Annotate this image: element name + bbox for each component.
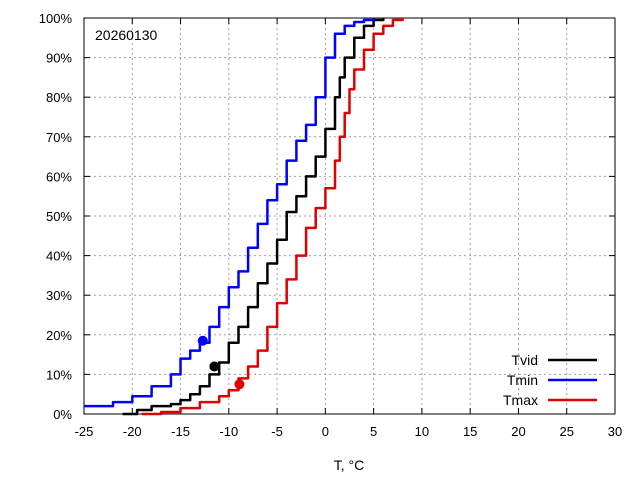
- y-tick-label: 40%: [46, 249, 72, 264]
- x-tick-label: 0: [322, 424, 329, 439]
- series-lines: [84, 18, 404, 416]
- x-tick-label: -15: [171, 424, 190, 439]
- series-line-tmin: [84, 18, 375, 408]
- x-tick-label: 5: [370, 424, 377, 439]
- series-line-tvid: [122, 18, 385, 416]
- x-tick-label: 20: [511, 424, 525, 439]
- series-marker-tvid: [209, 361, 220, 372]
- y-tick-label: 0%: [53, 407, 72, 422]
- y-tick-label: 80%: [46, 90, 72, 105]
- y-tick-label: 30%: [46, 288, 72, 303]
- x-axis-title: T, °C: [334, 457, 365, 473]
- y-tick-label: 100%: [39, 11, 73, 26]
- x-tick-label: 30: [608, 424, 622, 439]
- legend-label-tmin: Tmin: [507, 372, 538, 388]
- y-tick-label: 60%: [46, 169, 72, 184]
- series-marker-tmax: [234, 379, 245, 390]
- chart-annotation: 20260130: [95, 27, 158, 43]
- x-tick-label: 15: [463, 424, 477, 439]
- x-tick-label: -20: [123, 424, 142, 439]
- y-tick-label: 10%: [46, 367, 72, 382]
- y-tick-label: 20%: [46, 328, 72, 343]
- y-tick-label: 70%: [46, 130, 72, 145]
- y-tick-label: 50%: [46, 209, 72, 224]
- legend: Tvid Tmin Tmax: [503, 352, 597, 408]
- x-tick-label: -25: [75, 424, 94, 439]
- x-tick-label: 10: [415, 424, 429, 439]
- series-marker-tmin: [197, 335, 208, 346]
- y-tick-label: 90%: [46, 51, 72, 66]
- axis-ticks: -25 -20 -15 -10 -5 0 5 10 15 20 25 30 0% 10% 20% 30% 40%…: [39, 11, 622, 439]
- legend-label-tmax: Tmax: [503, 392, 538, 408]
- series-line-tmax: [141, 18, 404, 416]
- x-tick-label: 25: [559, 424, 573, 439]
- legend-label-tvid: Tvid: [512, 352, 538, 368]
- x-tick-label: -10: [219, 424, 238, 439]
- x-tick-label: -5: [271, 424, 283, 439]
